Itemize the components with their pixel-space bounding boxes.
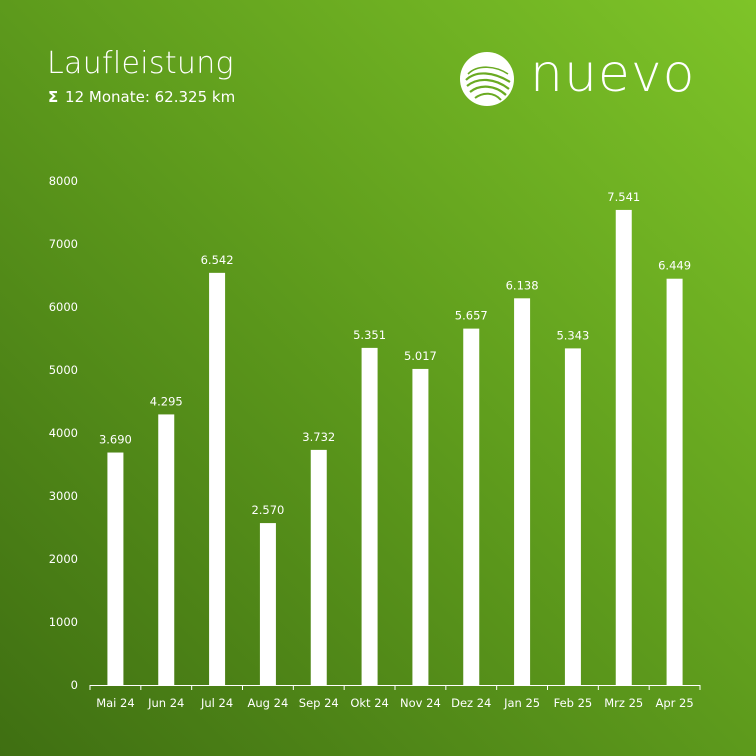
bar: [259, 523, 276, 685]
brand-name: nuevo: [530, 44, 696, 104]
x-tick-label: Dez 24: [451, 696, 491, 710]
bar: [666, 278, 683, 685]
x-axis: Mai 24 Jun 24 Jul 24 Aug 24 Sep 24 Okt 24 Nov …: [89, 685, 701, 710]
data-label: 6.449: [658, 259, 691, 273]
y-tick-label: 3000: [49, 489, 78, 503]
x-tick-label: Nov 24: [400, 696, 441, 710]
x-tick-label: Mai 24: [96, 696, 134, 710]
y-tick-label: 6000: [49, 300, 78, 314]
x-tick-label: Mrz 25: [604, 696, 643, 710]
data-label: 5.017: [404, 349, 437, 363]
x-tick-label: Aug 24: [248, 696, 289, 710]
y-tick-label: 4000: [49, 426, 78, 440]
brand-logo: nuevo: [458, 44, 718, 112]
y-axis: 0 1000 2000 3000 4000 5000 6000 7000 8000: [49, 174, 78, 692]
x-tick-label: Jan 25: [503, 696, 540, 710]
bar: [158, 414, 175, 685]
y-tick-label: 1000: [49, 615, 78, 629]
data-label: 2.570: [251, 503, 284, 517]
bars: 3.690 4.295 6.542 2.570 3.732 5.351 5.017 5.657…: [99, 190, 691, 686]
data-label: 7.541: [607, 190, 640, 204]
y-tick-label: 8000: [49, 174, 78, 188]
data-label: 6.138: [506, 278, 539, 292]
x-tick-label: Feb 25: [554, 696, 593, 710]
data-label: 5.657: [455, 309, 488, 323]
globe-icon: [460, 52, 514, 106]
y-tick-label: 2000: [49, 552, 78, 566]
bar: [514, 298, 531, 685]
bar: [564, 348, 581, 685]
summary-text: 12 Monate: 62.325 km: [65, 88, 236, 106]
y-tick-label: 7000: [49, 237, 78, 251]
data-label: 5.351: [353, 328, 386, 342]
bar: [412, 368, 429, 685]
data-label: 4.295: [150, 394, 183, 408]
y-tick-label: 5000: [49, 363, 78, 377]
data-label: 5.343: [556, 328, 589, 342]
chart-title: Laufleistung: [47, 46, 234, 81]
data-label: 3.690: [99, 433, 132, 447]
data-label: 6.542: [201, 253, 234, 267]
x-tick-label: Sep 24: [299, 696, 339, 710]
bar: [615, 209, 632, 686]
bar: [310, 449, 327, 685]
x-tick-label: Jun 24: [147, 696, 184, 710]
bar: [463, 328, 480, 685]
bar: [209, 272, 226, 685]
sigma-symbol: Σ: [48, 88, 59, 106]
x-tick-label: Okt 24: [350, 696, 389, 710]
x-tick-label: Jul 24: [200, 696, 233, 710]
data-label: 3.732: [302, 430, 335, 444]
bar: [361, 347, 378, 685]
y-tick-label: 0: [71, 678, 78, 692]
chart-subtitle: Σ 12 Monate: 62.325 km: [48, 88, 235, 106]
bar: [107, 452, 124, 685]
x-tick-label: Apr 25: [655, 696, 693, 710]
